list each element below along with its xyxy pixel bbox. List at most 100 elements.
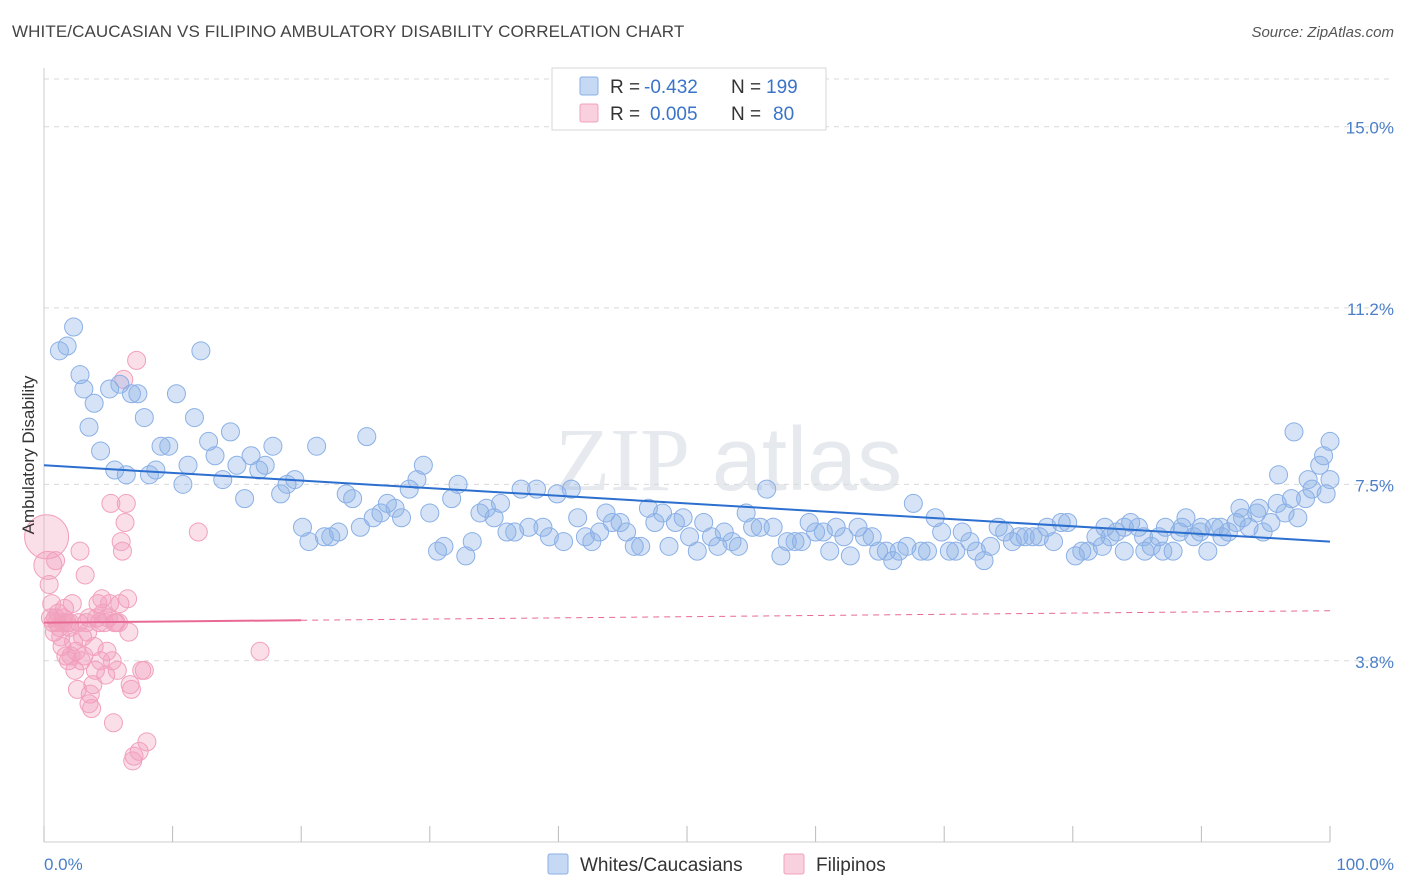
whites-point — [1211, 517, 1231, 537]
whites-point — [220, 422, 240, 442]
legend-swatch-whites — [579, 76, 599, 96]
whites-point — [1281, 489, 1301, 509]
filipinos-point — [127, 350, 147, 370]
x-tick-label-min: 0.0% — [44, 855, 83, 874]
whites-point — [903, 493, 923, 513]
chart-title: WHITE/CAUCASIAN VS FILIPINO AMBULATORY D… — [12, 22, 685, 41]
whites-point — [1114, 541, 1134, 561]
whites-point — [476, 498, 496, 518]
filipinos-point — [103, 713, 123, 733]
whites-point — [505, 522, 525, 542]
whites-point — [917, 541, 937, 561]
filipinos-point — [250, 641, 270, 661]
whites-point — [1230, 498, 1250, 518]
whites-point — [1134, 527, 1154, 547]
whites-point — [791, 532, 811, 552]
whites-point — [57, 336, 77, 356]
whites-point — [205, 446, 225, 466]
whites-point — [392, 508, 412, 528]
whites-point — [121, 384, 141, 404]
whites-point — [292, 517, 312, 537]
filipinos-point — [118, 589, 138, 609]
whites-point — [328, 522, 348, 542]
legend-n-label-filipinos: N = — [731, 104, 761, 125]
legend-r-label-filipinos: R = — [610, 104, 640, 125]
whites-point — [134, 408, 154, 428]
y-tick-label: 15.0% — [1346, 119, 1394, 138]
bottom-legend-swatch-whites — [547, 853, 569, 875]
whites-point — [820, 541, 840, 561]
filipinos-point — [188, 522, 208, 542]
whites-point — [1284, 422, 1304, 442]
whites-point — [1072, 541, 1092, 561]
whites-point — [840, 546, 860, 566]
legend-r-value-whites: -0.432 — [644, 77, 698, 98]
whites-point — [1316, 484, 1336, 504]
bottom-legend: Whites/Caucasians Filipinos — [547, 853, 886, 876]
whites-point — [413, 455, 433, 475]
whites-point — [862, 527, 882, 547]
whites-point — [1092, 536, 1112, 556]
whites-point — [638, 498, 658, 518]
whites-point — [74, 379, 94, 399]
whites-point — [602, 512, 622, 532]
whites-point — [1015, 527, 1035, 547]
whites-point — [848, 517, 868, 537]
whites-point — [1249, 498, 1269, 518]
whites-point — [191, 341, 211, 361]
whites-point — [596, 503, 616, 523]
whites-point — [178, 455, 198, 475]
filipinos-point — [83, 675, 103, 695]
whites-point — [1288, 508, 1308, 528]
whites-point — [897, 536, 917, 556]
whites-point — [1298, 470, 1318, 490]
whites-point — [771, 546, 791, 566]
whites-point — [343, 489, 363, 509]
whites-point — [533, 517, 553, 537]
whites-point — [939, 541, 959, 561]
whites-point — [883, 551, 903, 571]
filipinos-point — [79, 608, 99, 628]
whites-point — [582, 532, 602, 552]
filipinos-point — [119, 622, 139, 642]
whites-point — [1141, 536, 1161, 556]
whites-point — [561, 479, 581, 499]
filipinos-point — [75, 565, 95, 585]
filipinos-point — [97, 641, 117, 661]
whites-point — [653, 503, 673, 523]
legend-swatch-filipinos — [579, 103, 599, 123]
filipinos-point — [82, 698, 102, 718]
filipinos-point — [60, 617, 80, 637]
watermark-atlas: atlas — [712, 410, 902, 510]
whites-point — [199, 431, 219, 451]
whites-point — [1267, 493, 1287, 513]
whites-point — [728, 536, 748, 556]
filipinos-point — [129, 741, 149, 761]
whites-point — [547, 484, 567, 504]
whites-point — [777, 532, 797, 552]
whites-point — [1044, 532, 1064, 552]
filipinos-point — [100, 594, 120, 614]
whites-point — [173, 474, 193, 494]
whites-point — [1191, 517, 1211, 537]
whites-point — [519, 517, 539, 537]
whites-point — [146, 460, 166, 480]
whites-point — [213, 470, 233, 490]
x-tick-label-max: 100.0% — [1336, 855, 1394, 874]
whites-trend-line — [43, 464, 1331, 543]
y-axis-title: Ambulatory Disability — [19, 375, 38, 534]
whites-point — [1128, 517, 1148, 537]
whites-point — [64, 317, 84, 337]
whites-point — [491, 493, 511, 513]
whites-point — [385, 498, 405, 518]
whites-point — [1320, 431, 1340, 451]
whites-point — [980, 536, 1000, 556]
filipinos-point — [115, 512, 135, 532]
y-tick-labels: 3.8% 7.5% 11.2% 15.0% — [1346, 119, 1394, 672]
whites-point — [1302, 479, 1322, 499]
whites-point — [1198, 541, 1218, 561]
legend-n-value-filipinos: 80 — [773, 104, 794, 125]
whites-point — [974, 551, 994, 571]
filipinos-point — [42, 594, 62, 614]
y-tick-label: 7.5% — [1355, 476, 1394, 495]
